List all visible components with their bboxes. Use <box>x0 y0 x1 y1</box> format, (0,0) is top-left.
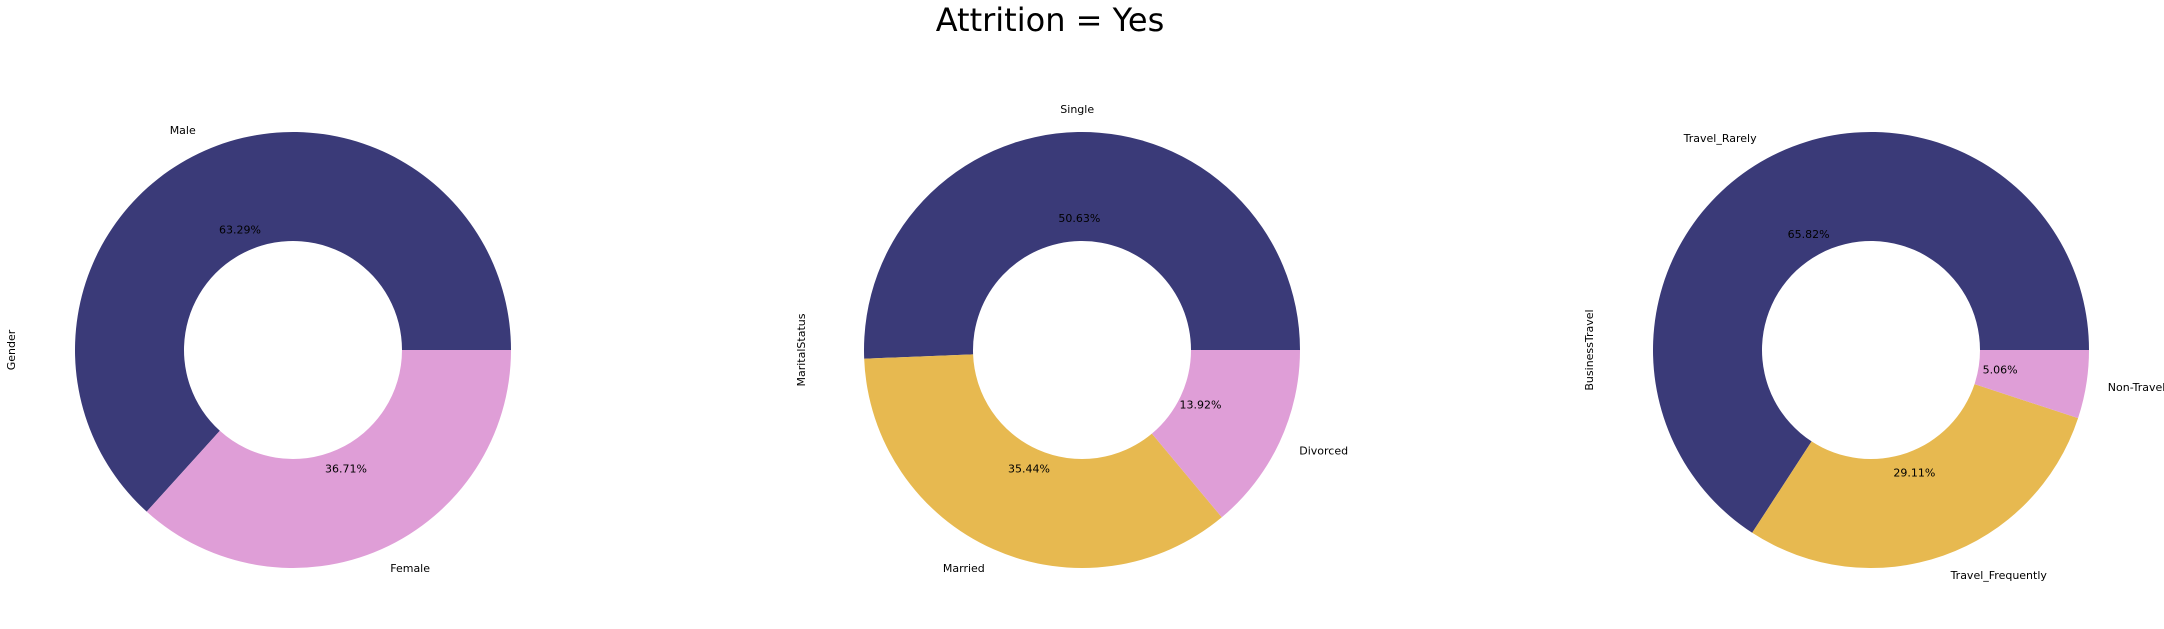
donut-chart-1: Male 63.29% Female 36.71% Gender <box>5 124 512 575</box>
slice-married <box>864 354 1222 569</box>
donut-chart-2: Single 50.63% Married 35.44% Divorced 13.92% M… <box>795 103 1348 575</box>
percent-label: 63.29% <box>219 223 261 236</box>
slice-non-travel <box>1974 350 2089 419</box>
category-label: Married <box>943 562 985 575</box>
percent-label: 35.44% <box>1008 463 1050 476</box>
category-label: Travel_Rarely <box>1683 132 1757 145</box>
percent-label: 5.06% <box>1983 364 2018 377</box>
percent-label: 29.11% <box>1893 466 1935 479</box>
axis-ylabel: BusinessTravel <box>1583 309 1596 390</box>
category-label: Non-Travel <box>2108 381 2164 394</box>
donut-chart-3: Travel_Rarely 65.82% Travel_Frequently 29.1… <box>1583 131 2164 582</box>
figure-title: Attrition = Yes <box>935 1 1165 39</box>
slice-male <box>74 131 512 512</box>
category-label: Divorced <box>1299 445 1348 458</box>
category-label: Travel_Frequently <box>1950 569 2048 582</box>
category-label: Female <box>390 562 430 575</box>
slice-travel-frequently <box>1752 384 2079 568</box>
axis-ylabel: Gender <box>5 329 18 370</box>
slice-divorced <box>1151 350 1300 518</box>
category-label: Single <box>1060 103 1094 116</box>
percent-label: 36.71% <box>325 463 367 476</box>
axis-ylabel: MaritalStatus <box>795 313 808 386</box>
category-label: Male <box>170 124 196 137</box>
percent-label: 13.92% <box>1180 398 1222 411</box>
percent-label: 50.63% <box>1058 212 1100 225</box>
slice-single <box>864 132 1300 359</box>
percent-label: 65.82% <box>1788 228 1830 241</box>
slice-female <box>146 350 512 568</box>
slice-travel-rarely <box>1652 131 2089 533</box>
